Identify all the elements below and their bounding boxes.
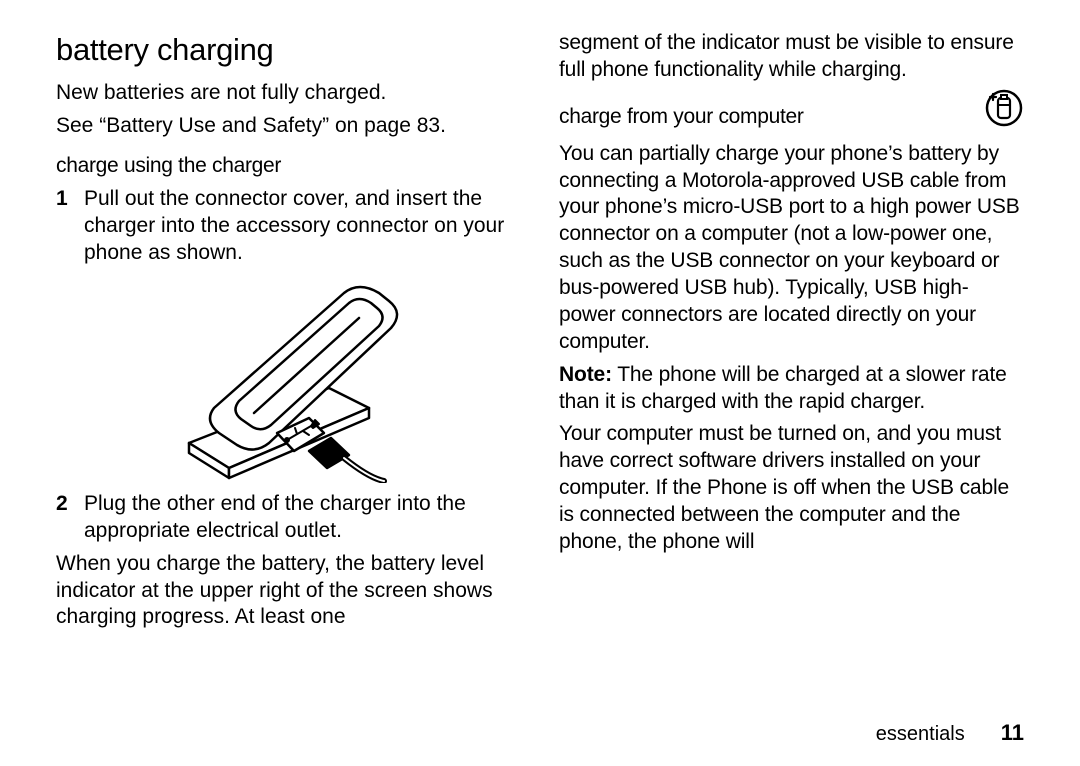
footer-section-label: essentials: [876, 723, 965, 746]
paragraph: When you charge the battery, the battery…: [56, 551, 521, 632]
step-number: 1: [56, 186, 84, 267]
paragraph: segment of the indicator must be visible…: [559, 30, 1024, 84]
step-number: 2: [56, 491, 84, 545]
two-column-layout: battery charging New batteries are not f…: [56, 30, 1024, 637]
note-paragraph: Note: The phone will be charged at a slo…: [559, 362, 1024, 416]
paragraph: Your computer must be turned on, and you…: [559, 421, 1024, 555]
paragraph: See “Battery Use and Safety” on page 83.: [56, 113, 521, 140]
step-item: 1 Pull out the connector cover, and inse…: [56, 186, 521, 267]
page-number: 11: [1001, 720, 1024, 746]
subsection-heading: charge from your computer: [559, 104, 804, 131]
manual-page: battery charging New batteries are not f…: [0, 0, 1080, 766]
note-text: The phone will be charged at a slower ra…: [559, 363, 1007, 413]
section-heading: battery charging: [56, 30, 521, 70]
paragraph: New batteries are not fully charged.: [56, 80, 521, 107]
left-column: battery charging New batteries are not f…: [56, 30, 521, 637]
page-footer: essentials 11: [876, 720, 1024, 746]
step-text: Plug the other end of the charger into t…: [84, 491, 521, 545]
step-item: 2 Plug the other end of the charger into…: [56, 491, 521, 545]
paragraph: You can partially charge your phone’s ba…: [559, 141, 1024, 356]
usb-feature-icon: [984, 88, 1024, 128]
subsection-heading: charge using the charger: [56, 153, 521, 180]
note-label: Note:: [559, 363, 612, 386]
subsection-row: charge from your computer: [559, 90, 1024, 137]
step-text: Pull out the connector cover, and insert…: [84, 186, 521, 267]
right-column: segment of the indicator must be visible…: [559, 30, 1024, 637]
phone-charging-illustration: [159, 273, 419, 483]
